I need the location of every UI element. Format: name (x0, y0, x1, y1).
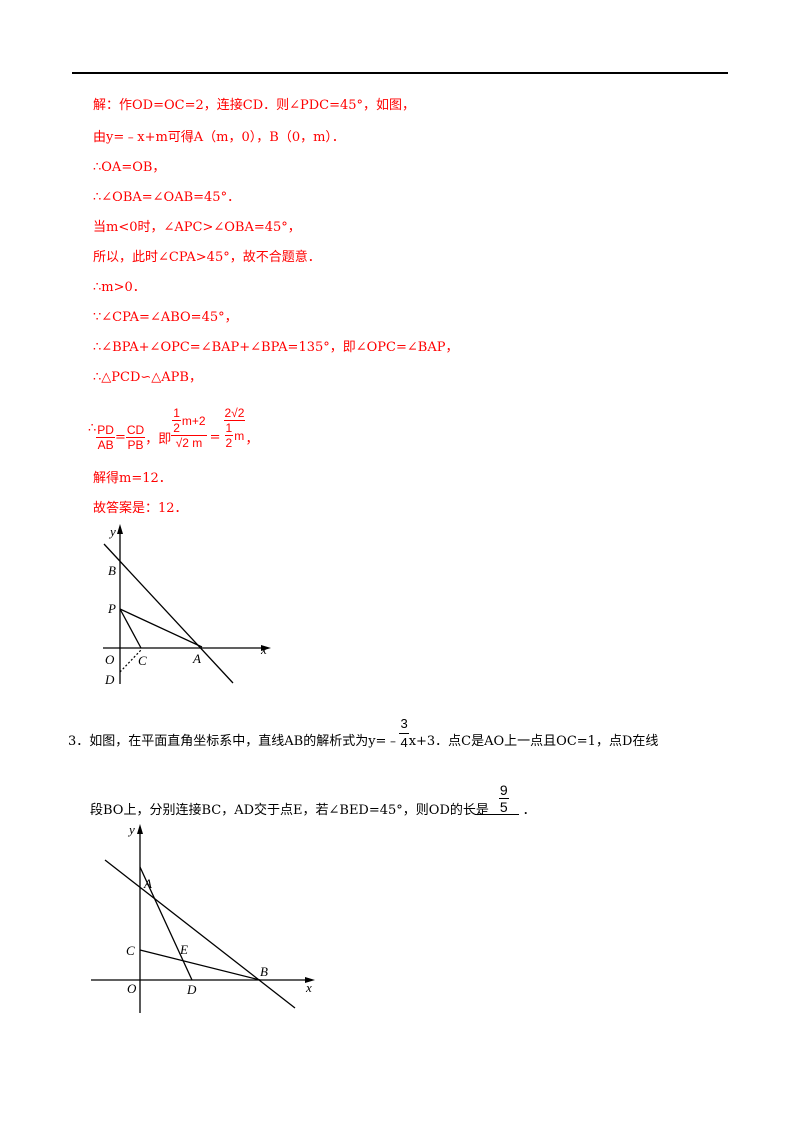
problem-3-line-2: 段BO上，分别连接BC，AD交于点E，若∠BED=45°，则OD的长是 9 5 … (90, 781, 536, 818)
answer-fraction: 9 5 (498, 781, 509, 815)
fig1-label-a: A (192, 651, 201, 666)
solution-line-5: 当m<0时，∠APC>∠OBA=45°， (93, 220, 301, 235)
fraction-cd-pb: CD PB (125, 422, 146, 452)
problem-3-line-1: 3．如图，在平面直角坐标系中，直线AB的解析式为y=﹣ 3 4 x+3．点C是A… (68, 715, 659, 750)
fraction-pd-ab: PD AB (96, 422, 115, 452)
solution-line-10: ∴△PCD∽△APB， (93, 370, 202, 385)
fraction-half-m-plus-2: 1 2 m+2 √2 m (171, 406, 207, 450)
fig2-label-a: A (143, 876, 152, 891)
fig1-label-b: B (108, 563, 116, 578)
fig1-label-x: x (260, 642, 267, 657)
solution-line-2: 由y=﹣x+m可得A（m，0），B（0，m）． (93, 130, 345, 145)
solution-line-6: 所以，此时∠CPA>45°，故不合题意． (93, 250, 321, 265)
answer-blank-underline (474, 813, 519, 815)
fig2-label-y: y (127, 822, 135, 837)
solution-line-13: 故答案是：12． (93, 501, 188, 516)
fig2-label-x: x (305, 980, 312, 995)
fig1-label-d: D (104, 672, 115, 687)
figure-2-geometry-diagram: y A C E B x O D (91, 822, 315, 1013)
solution-line-3: ∴OA=OB， (93, 160, 166, 175)
solution-ratio-equation: ∴ PD AB = CD PB ，即 1 2 m+2 √2 m = 2√2 1 … (88, 406, 259, 452)
fig2-label-o: O (127, 981, 137, 996)
fig2-label-c: C (126, 943, 135, 958)
fig1-label-y: y (108, 524, 116, 539)
solution-line-7: ∴m>0． (93, 280, 146, 295)
fig1-label-p: P (107, 601, 116, 616)
fraction-three-quarters: 3 4 (399, 715, 409, 750)
fraction-2root2-half-m: 2√2 1 2 m (223, 406, 246, 450)
fig2-label-e: E (179, 942, 188, 957)
fig1-label-o: O (105, 652, 115, 667)
solution-line-9: ∴∠BPA+∠OPC=∠BAP+∠BPA=135°，即∠OPC=∠BAP， (93, 340, 459, 355)
fig1-label-c: C (138, 653, 147, 668)
solution-line-12: 解得m=12． (93, 471, 172, 486)
figure-1-geometry-diagram: y B P O C A x D (103, 524, 271, 687)
solution-line-4: ∴∠OBA=∠OAB=45°． (93, 190, 241, 205)
solution-line-8: ∵∠CPA=∠ABO=45°， (93, 310, 238, 325)
fig2-label-d: D (186, 982, 197, 997)
header-rule (72, 72, 728, 74)
solution-line-1: 解：作OD=OC=2，连接CD．则∠PDC=45°，如图， (93, 98, 416, 113)
therefore-symbol: ∴ (88, 420, 97, 436)
fig2-label-b: B (260, 964, 268, 979)
